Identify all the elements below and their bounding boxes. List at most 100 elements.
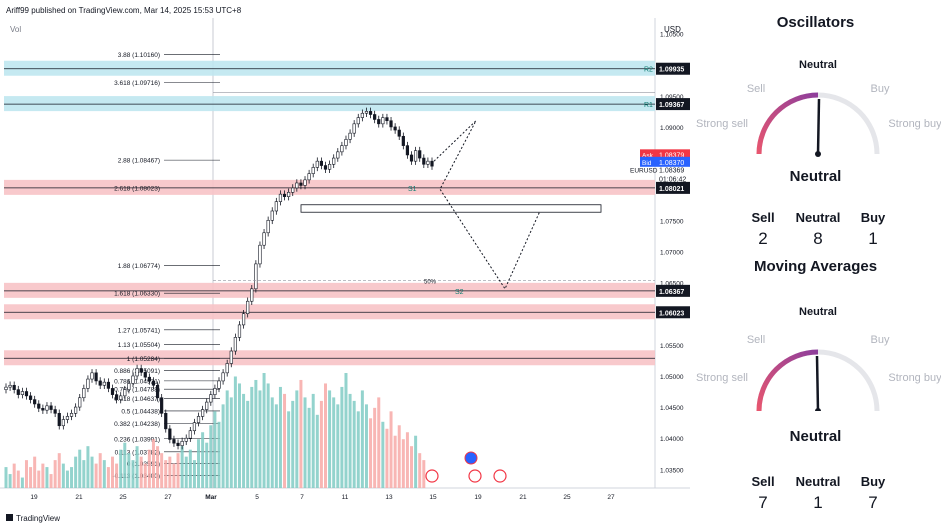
candle-body [303,179,307,186]
volume-bar [401,439,405,488]
time-axis: 19 21 25 27 Mar 5 7 11 13 15 19 21 25 27 [30,494,615,501]
oscillators-gauge: Neutral Sell Buy Strong sell Strong buy [696,59,941,157]
volume-bar [37,470,41,488]
x-tick-label: Mar [205,494,217,501]
candle-body [209,394,213,403]
x-tick-label: 15 [429,494,437,501]
bid-badge [640,156,656,167]
candle-body [221,372,225,382]
bid-price-bg [656,156,690,167]
gauge-sell-arc [756,349,819,411]
price-tag-text: 1.09935 [659,67,684,74]
volume-bar [270,397,274,488]
x-tick-label: 21 [519,494,527,501]
gauge-sell-arc [756,92,819,155]
volume-bar [41,463,45,488]
volume-bar [369,418,373,488]
candle-body [319,160,324,166]
fib-label: 1.27 (1.05741) [118,327,160,334]
candle-body [250,288,254,302]
candle-body [323,165,328,170]
zone-band [4,60,655,76]
volume-bar [352,400,356,488]
sell-label: Sell [747,83,765,95]
gauge-needle [815,355,820,411]
candle-body [143,371,147,378]
volume-bar [127,453,131,488]
count-value: 7 [758,493,768,512]
volume-bar [418,453,422,488]
volume-bar [143,463,147,488]
volume-bar [295,390,299,488]
fifty-percent-label: 50% [424,280,437,286]
count-label: Sell [751,210,775,225]
candle-body [270,210,274,221]
volume-bar [381,421,385,488]
price-tag-bg [656,306,690,319]
needle-label: Neutral [799,59,837,71]
candle-body [430,160,434,167]
volume-bar [258,390,262,488]
zone-label: S1 [408,186,417,193]
volume-bar [377,397,381,488]
volume-bar [70,467,74,488]
y-tick-label: 1.04000 [660,436,684,443]
volume-bar [102,460,106,488]
candle-body [164,412,168,430]
candle-body [12,384,16,390]
candle-body [405,145,410,156]
x-tick-label: 13 [385,494,393,501]
volume-bar [262,373,266,488]
candle-body [229,350,233,364]
ask-label: Ask [642,152,654,159]
candle-body [217,380,221,389]
zone-band [4,96,655,112]
symbol-label: EURUSD [630,167,658,174]
candle-body [41,408,45,411]
candle-body [327,163,332,170]
volume-bar [229,397,233,488]
needle-label: Neutral [799,306,837,318]
candle-body [74,406,78,414]
fib-label: 1.13 (1.05504) [118,342,160,349]
fib-label: 0.705 (1.04788) [114,387,160,394]
candle-body [28,395,33,400]
price-tag-text: 1.09367 [659,102,684,109]
candle-body [393,126,397,131]
tradingview-logo[interactable]: TradingView [6,514,60,523]
y-tick-label: 1.05000 [660,374,684,381]
demand-box [300,204,602,213]
volume-bar [360,390,364,488]
strong-sell-label: Strong sell [696,118,748,130]
volume-bar [139,456,143,488]
volume-bar [344,373,348,488]
candle-body [20,391,24,395]
volume-bar [393,435,397,488]
bid-label: Bid [642,160,652,167]
volume-bar [4,467,8,488]
candle-body [147,376,151,382]
volume-bar [319,400,323,488]
candle-body [356,117,360,125]
candle-body [241,313,246,326]
candle-body [205,401,209,410]
fib-label: 0.236 (1.03991) [114,436,160,443]
oscillators-title: Oscillators [776,14,855,31]
price-chart[interactable]: R2 R1 S1 S2 3.88 (1.10160) 3.618 (1.09716) 2.… [0,0,690,530]
candle-body [282,193,287,197]
volume-bar [82,460,86,488]
candle-body [389,120,393,128]
strong-sell-label: Strong sell [696,372,748,384]
candle-body [102,381,106,386]
osc-buy-count: Buy 1 [838,210,908,249]
candle-body [295,182,299,189]
volume-bar [49,474,53,488]
y-tick-label: 1.07000 [660,249,684,256]
fib-label: 0 (1.03591) [127,461,160,468]
buy-label: Buy [871,83,890,95]
gauge-needle [816,98,821,155]
volume-bar [90,456,94,488]
candle-body [266,220,270,234]
x-tick-label: 11 [342,494,349,501]
candle-body [352,123,356,134]
